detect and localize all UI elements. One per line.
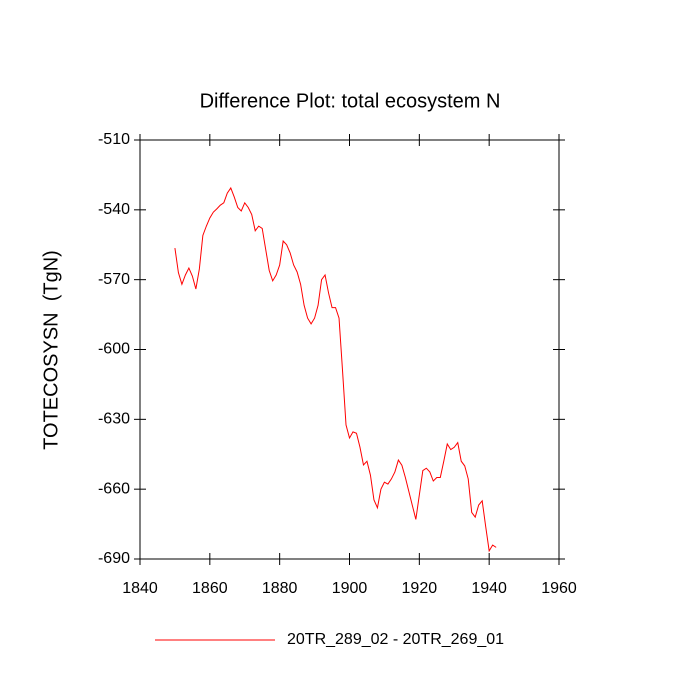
plot-frame [139, 139, 560, 560]
x-tick-label: 1960 [541, 580, 577, 597]
y-axis-label: TOTECOSYSN (TgN) [40, 250, 62, 450]
y-tick-label: -540 [98, 201, 130, 218]
legend-label: 20TR_289_02 - 20TR_269_01 [287, 631, 504, 648]
y-tick-label: -690 [98, 550, 130, 567]
x-tick-label: 1920 [402, 580, 438, 597]
y-tick-label: -570 [98, 271, 130, 288]
x-tick-label: 1860 [192, 580, 228, 597]
x-tick-label: 1940 [471, 580, 507, 597]
data-line [174, 186, 497, 553]
y-tick-label: -660 [98, 480, 130, 497]
x-tick-label: 1880 [262, 580, 298, 597]
x-tick-label: 1900 [332, 580, 368, 597]
y-tick-label: -600 [98, 341, 130, 358]
x-tick-label: 1840 [122, 580, 158, 597]
y-tick-label: -510 [98, 131, 130, 148]
y-tick-label: -630 [98, 411, 130, 428]
chart-title: Difference Plot: total ecosystem N [200, 90, 501, 112]
